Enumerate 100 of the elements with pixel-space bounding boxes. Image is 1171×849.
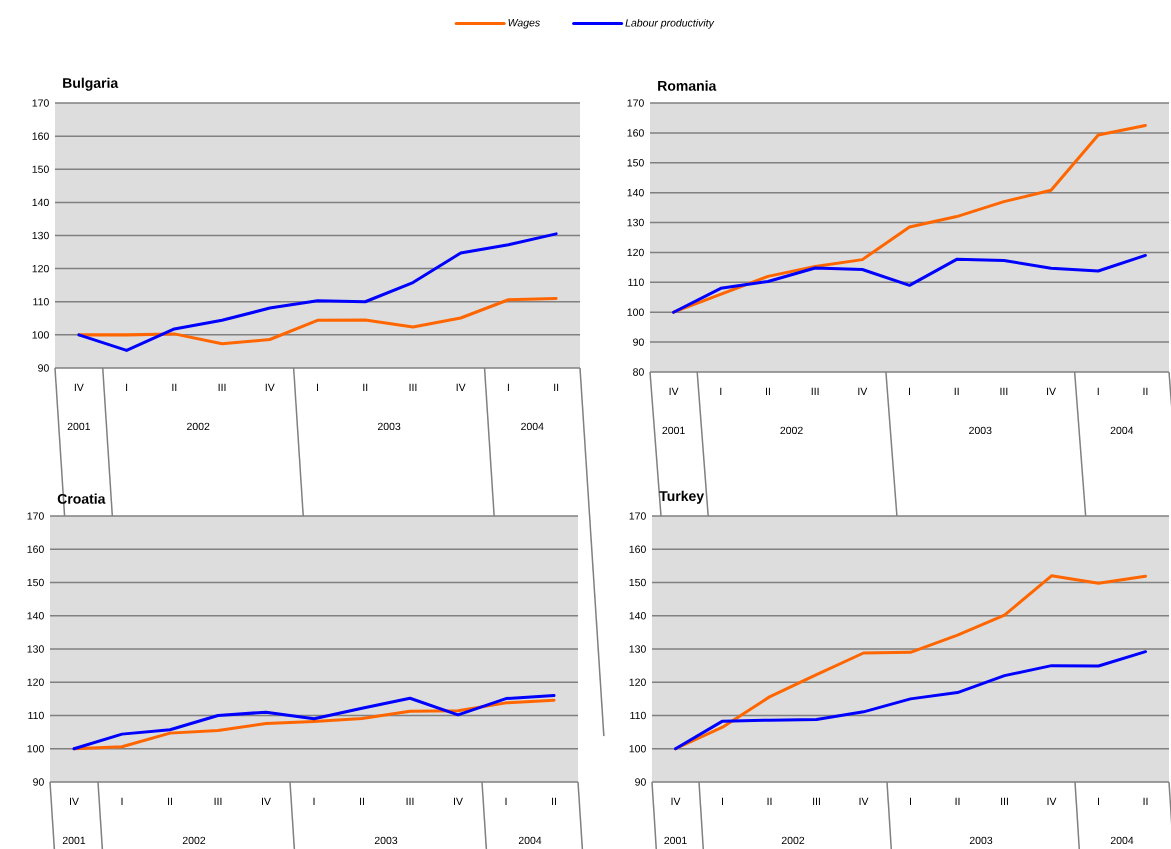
chart-title: Bulgaria	[63, 77, 119, 91]
text: 2004	[1110, 836, 1134, 845]
y-tick-label: 140	[27, 612, 44, 620]
text: 2001	[662, 426, 685, 435]
x-tick-label: II	[554, 383, 559, 391]
x-tick-label: II	[767, 797, 772, 805]
text: 2004	[518, 836, 542, 845]
text: 2003	[377, 422, 401, 431]
x-tick-label: IV	[669, 387, 679, 395]
x-tick-label: II	[168, 797, 172, 805]
text: 2003	[969, 426, 992, 435]
y-tick-label: 160	[629, 545, 646, 553]
y-tick-label: 130	[32, 231, 49, 240]
y-tick-label: 170	[629, 512, 646, 520]
text: 2003	[374, 836, 398, 845]
y-tick-label: 170	[627, 99, 644, 107]
y-tick-label: 100	[27, 745, 44, 753]
x-tick-label: III	[1001, 797, 1008, 805]
y-tick-label: 130	[627, 218, 644, 227]
x-tick-label: II	[360, 797, 364, 805]
text: 2002	[182, 836, 206, 845]
x-tick-label: III	[409, 383, 417, 391]
line-series	[77, 296, 558, 346]
y-tick-label: 140	[629, 612, 646, 620]
line-series	[672, 253, 1147, 314]
y-tick-label: 160	[32, 132, 49, 140]
x-tick-label: IV	[456, 383, 466, 391]
x-tick-label: I	[313, 797, 315, 805]
y-tick-label: 90	[33, 778, 44, 786]
x-tick-label: IV	[1047, 387, 1056, 395]
y-tick-label: 160	[627, 129, 644, 137]
legend-label: Wages	[508, 19, 540, 29]
text: 2001	[67, 422, 91, 431]
y-tick-label: 100	[629, 745, 646, 753]
y-tick-label: 120	[629, 678, 646, 686]
y-tick-label: 150	[27, 578, 44, 587]
y-tick-label: 90	[633, 338, 644, 346]
x-tick-label: II	[552, 797, 556, 805]
y-tick-label: 120	[27, 678, 44, 686]
x-tick-label: III	[811, 387, 819, 395]
x-tick-label: IV	[70, 797, 79, 805]
y-tick-label: 170	[32, 99, 49, 107]
x-tick-label: III	[1000, 387, 1008, 395]
x-tick-label: IV	[454, 797, 463, 805]
y-tick-label: 100	[32, 331, 49, 339]
y-tick-label: 110	[630, 711, 646, 720]
x-tick-label: II	[363, 383, 368, 391]
y-tick-label: 120	[32, 264, 49, 273]
legend-label: Labour productivity	[625, 18, 715, 29]
y-tick-label: 140	[32, 198, 49, 207]
y-tick-label: 90	[38, 364, 49, 372]
text: 2001	[664, 836, 687, 845]
x-tick-label: I	[1098, 797, 1100, 805]
text: 2004	[521, 422, 544, 431]
x-tick-label: III	[406, 797, 414, 805]
text: 2002	[780, 426, 803, 435]
x-tick-label: III	[813, 797, 820, 805]
x-tick-label: II	[954, 387, 959, 395]
x-tick-label: IV	[262, 797, 271, 805]
x-tick-label: II	[1143, 387, 1148, 395]
x-tick-label: I	[317, 383, 318, 391]
y-tick-label: 170	[27, 512, 44, 520]
x-tick-label: II	[766, 387, 770, 395]
x-tick-label: I	[722, 797, 723, 805]
y-tick-label: 150	[629, 578, 646, 587]
x-tick-label: I	[507, 383, 509, 391]
x-tick-label: I	[910, 797, 912, 805]
y-tick-label: 100	[627, 308, 644, 316]
y-tick-label: 130	[27, 645, 44, 653]
text: 2004	[1110, 426, 1134, 435]
x-tick-label: II	[955, 797, 960, 805]
y-tick-label: 160	[27, 545, 44, 553]
x-tick-label: III	[218, 383, 226, 391]
x-tick-label: II	[1143, 797, 1148, 805]
y-tick-label: 130	[629, 645, 646, 653]
x-tick-label: I	[1097, 387, 1099, 395]
x-tick-label: I	[121, 797, 123, 805]
line-series	[77, 232, 558, 352]
x-tick-label: I	[909, 387, 911, 395]
x-tick-label: I	[126, 383, 128, 391]
x-tick-label: IV	[671, 797, 681, 805]
y-tick-label: 150	[627, 159, 644, 167]
y-tick-label: 110	[33, 298, 49, 306]
y-tick-label: 120	[627, 248, 644, 257]
x-tick-label: IV	[265, 383, 275, 391]
y-tick-label: 110	[628, 278, 644, 287]
text: 2003	[969, 836, 993, 845]
x-tick-label: IV	[859, 797, 869, 805]
chart-title: Romania	[658, 80, 717, 91]
y-tick-label: 150	[32, 165, 49, 173]
text: 2002	[187, 422, 210, 431]
line-series	[674, 650, 1148, 751]
x-tick-label: IV	[1047, 797, 1057, 805]
x-tick-label: IV	[858, 387, 868, 395]
x-tick-label: IV	[74, 383, 84, 391]
y-tick-label: 80	[633, 368, 644, 376]
x-tick-label: I	[720, 387, 722, 395]
text: 2002	[781, 836, 805, 845]
text: 2001	[62, 836, 86, 845]
x-tick-label: I	[505, 797, 507, 805]
